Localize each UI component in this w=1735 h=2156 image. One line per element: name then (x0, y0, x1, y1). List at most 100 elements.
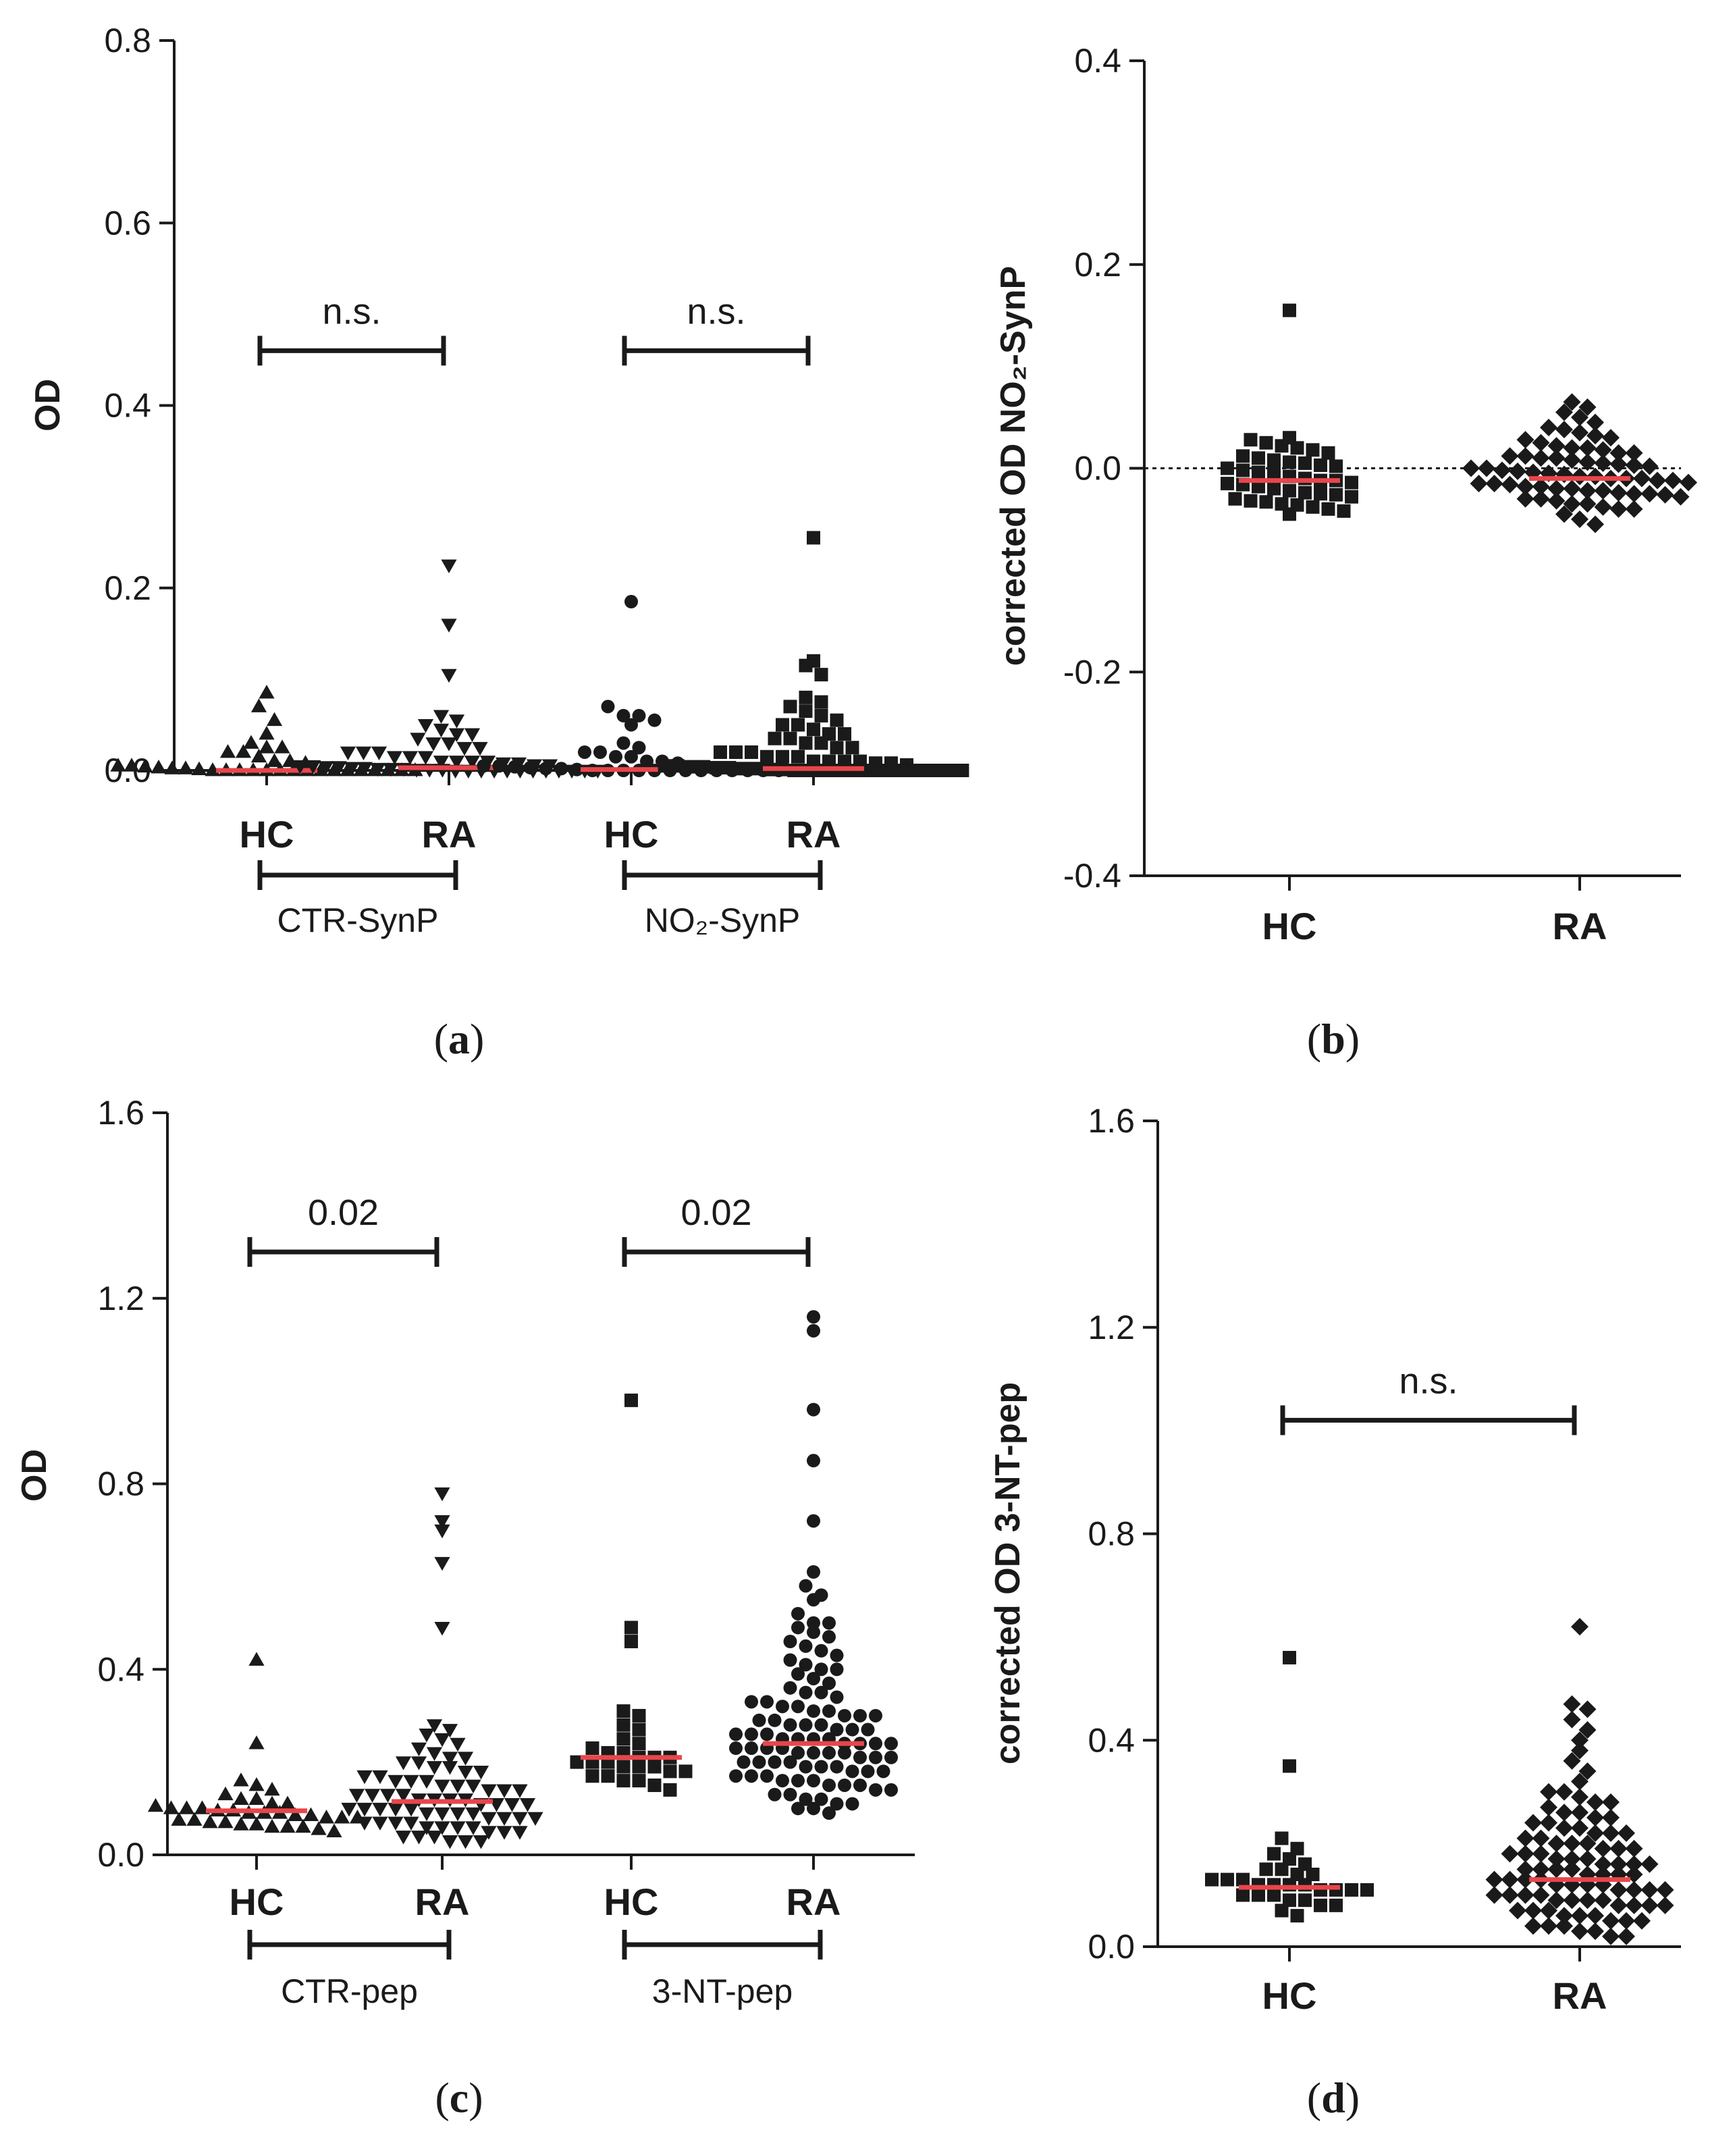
data-point (264, 1795, 280, 1810)
data-point (814, 1644, 828, 1658)
data-point (1547, 437, 1566, 455)
data-point (1571, 1772, 1589, 1791)
data-point (1563, 451, 1581, 469)
data-point (624, 718, 638, 732)
data-point (481, 1826, 497, 1840)
data-point (745, 745, 758, 759)
data-point (1252, 479, 1265, 494)
y-tick-label: 0.8 (97, 1465, 144, 1503)
significance-bracket (622, 336, 811, 366)
data-point (151, 759, 167, 774)
data-point (729, 1769, 743, 1783)
group-bracket (622, 860, 823, 890)
data-point (248, 1777, 265, 1791)
data-point (259, 725, 275, 740)
data-point (171, 1812, 187, 1826)
panel-label-close: ) (470, 1015, 484, 1063)
data-point (305, 760, 321, 774)
data-point (1640, 1855, 1659, 1873)
data-point (1329, 459, 1343, 473)
x-category-label: RA (1553, 905, 1607, 947)
data-point (1532, 490, 1550, 508)
data-point (884, 1783, 898, 1797)
data-point (1283, 1759, 1296, 1773)
data-point (1516, 1860, 1534, 1878)
data-point (807, 1802, 820, 1816)
data-point (830, 1662, 844, 1677)
data-point (395, 1789, 412, 1803)
data-point (369, 762, 386, 777)
data-point (1578, 1720, 1597, 1739)
data-point (457, 1835, 474, 1849)
data-point (202, 1814, 218, 1829)
data-point (1625, 1881, 1643, 1899)
data-point (434, 1807, 450, 1822)
data-point (442, 1761, 458, 1775)
significance-bracket (257, 336, 446, 366)
y-tick-label: 0.2 (104, 569, 151, 607)
y-tick-label: 0.4 (1074, 42, 1121, 80)
data-point (1563, 479, 1581, 498)
data-point (1578, 1850, 1597, 1868)
data-point (1283, 1650, 1296, 1664)
data-point (1345, 475, 1358, 490)
panel-label-open: ( (1307, 2074, 1321, 2122)
y-axis-label: OD (28, 379, 68, 431)
y-tick-label: 1.2 (97, 1280, 144, 1317)
data-point (1275, 497, 1289, 511)
data-point (1555, 1783, 1573, 1801)
data-point (434, 1622, 450, 1636)
data-point (441, 668, 457, 683)
data-point (776, 750, 789, 764)
group-label: 3-NT-pep (652, 1972, 793, 2010)
data-point (1275, 1903, 1289, 1918)
data-point (1602, 1808, 1620, 1826)
data-point (1290, 1867, 1304, 1881)
data-point (355, 746, 372, 760)
data-point (243, 735, 259, 749)
data-point (838, 1708, 851, 1723)
data-point (433, 723, 450, 738)
data-point (1462, 459, 1480, 477)
y-tick-label: -0.4 (1063, 857, 1121, 895)
data-point (632, 708, 646, 722)
data-point (807, 1310, 820, 1324)
data-point (450, 1737, 466, 1752)
data-point (884, 1750, 898, 1764)
data-point (869, 1708, 882, 1723)
data-point (1578, 1700, 1597, 1718)
data-point (1540, 1917, 1557, 1935)
panel-label: (a) (434, 1015, 485, 1063)
data-point (1555, 421, 1573, 439)
data-point (1602, 1927, 1620, 1945)
y-axis-label: OD (15, 1449, 54, 1502)
data-point (441, 619, 457, 633)
data-point (233, 1816, 249, 1831)
data-point (791, 1700, 805, 1714)
data-point (219, 743, 236, 758)
data-point (1571, 1819, 1589, 1837)
data-point (670, 759, 685, 773)
data-point (799, 1760, 813, 1774)
data-point (791, 1802, 805, 1816)
data-point (955, 764, 969, 777)
data-point (1283, 1852, 1296, 1866)
data-point (1516, 1829, 1534, 1847)
data-point (1532, 1886, 1550, 1904)
data-point (1594, 1855, 1612, 1873)
data-point (1625, 485, 1643, 503)
significance-label: 0.02 (680, 1192, 751, 1233)
significance-bracket (622, 1237, 811, 1267)
data-point (457, 1765, 474, 1780)
data-point (1252, 465, 1265, 479)
data-point (624, 750, 638, 764)
data-point (768, 1755, 782, 1769)
data-point (822, 1616, 836, 1630)
data-point (760, 1727, 774, 1741)
data-point (632, 1774, 646, 1788)
data-point (616, 1774, 631, 1788)
data-point (1586, 413, 1604, 431)
series-hc (147, 1652, 366, 1838)
data-point (504, 1798, 520, 1812)
data-point (814, 1662, 828, 1677)
